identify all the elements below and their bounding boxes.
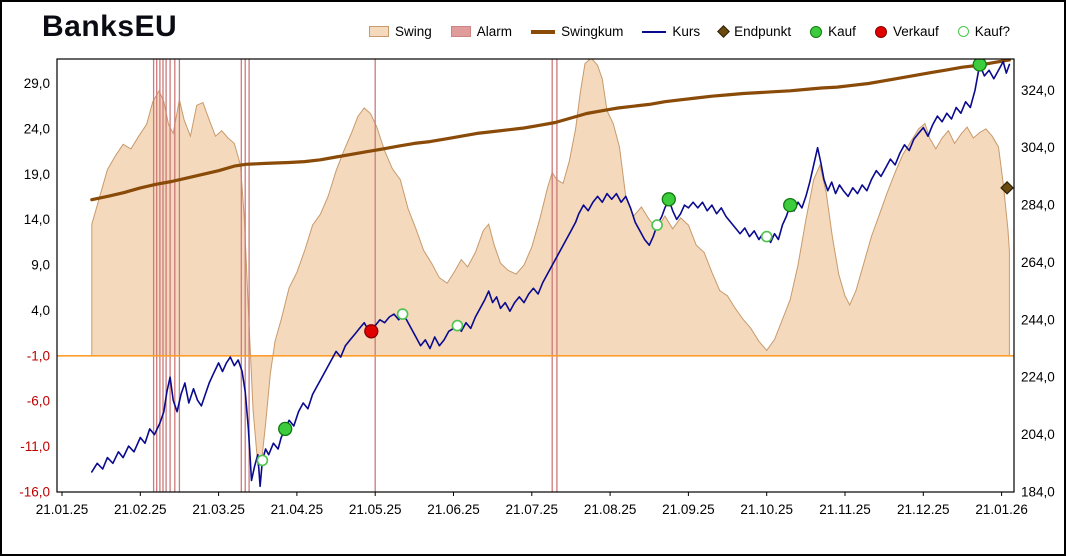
- legend-label: Kauf?: [974, 24, 1010, 39]
- right-axis-label: 224,0: [1021, 370, 1055, 385]
- kauf-question-marker: [396, 308, 409, 320]
- kauf-question-marker: [760, 230, 773, 243]
- right-axis-label: 324,0: [1021, 83, 1055, 98]
- x-axis-label: 21.03.25: [192, 502, 245, 517]
- endpunkt-marker: [1000, 180, 1014, 195]
- plot-border: [56, 58, 1015, 493]
- x-axis-label: 21.09.25: [662, 502, 715, 517]
- legend-item-swingkum[interactable]: Swingkum: [531, 24, 623, 39]
- kauf-marker: [661, 192, 676, 207]
- x-axis-label: 21.01.25: [36, 502, 89, 517]
- x-axis-label: 21.07.25: [506, 502, 559, 517]
- left-axis-label: -11,0: [20, 439, 50, 454]
- kauf-swatch-icon: [810, 25, 823, 38]
- legend-item-endpunkt[interactable]: Endpunkt: [717, 24, 792, 39]
- legend-item-kauf-frage[interactable]: Kauf?: [957, 24, 1010, 39]
- legend-label: Endpunkt: [734, 24, 792, 39]
- right-axis-label: 204,0: [1021, 427, 1055, 442]
- x-axis-label: 21.12.25: [897, 502, 950, 517]
- left-axis-label: 19,0: [24, 167, 50, 182]
- swing-area: [91, 59, 1010, 467]
- legend-item-verkauf[interactable]: Verkauf: [874, 24, 939, 39]
- swing-swatch-icon: [369, 26, 390, 37]
- swingkum-line: [90, 59, 1012, 202]
- endpunkt-swatch-icon: [717, 25, 730, 38]
- left-axis-label: 9,0: [31, 258, 50, 273]
- right-axis-label: 304,0: [1021, 140, 1055, 155]
- right-axis-label: 244,0: [1021, 312, 1055, 327]
- right-axis-label: 184,0: [1021, 485, 1055, 500]
- legend-label: Swing: [395, 24, 432, 39]
- x-axis-label: 21.08.25: [584, 502, 637, 517]
- swingkum-swatch-icon: [531, 29, 556, 34]
- x-axis-label: 21.10.25: [740, 502, 793, 517]
- left-axis-label: 4,0: [31, 303, 50, 318]
- x-axis-labels: 21.01.25 21.02.25 21.03.25 21.04.25 21.05.25…: [36, 492, 1028, 517]
- legend-label: Swingkum: [561, 24, 624, 39]
- chart-legend: Swing Alarm Swingkum Kurs Endpunkt Kauf Verkau…: [369, 24, 1010, 39]
- kauf-marker: [972, 59, 987, 72]
- legend-item-kauf[interactable]: Kauf: [810, 24, 856, 39]
- kauf-marker: [278, 421, 293, 437]
- x-axis-label: 21.04.25: [271, 502, 324, 517]
- right-axis-label: 284,0: [1021, 198, 1055, 213]
- x-axis-label: 21.01.26: [975, 502, 1028, 517]
- legend-item-kurs[interactable]: Kurs: [642, 24, 700, 39]
- kurs-swatch-icon: [642, 30, 667, 33]
- kurs-line: [91, 60, 1011, 488]
- kauf-question-marker: [451, 319, 464, 332]
- legend-label: Kauf: [828, 24, 856, 39]
- x-axis-label: 21.11.25: [819, 502, 871, 517]
- alarm-swatch-icon: [450, 26, 471, 37]
- left-axis-label: -16,0: [19, 485, 50, 500]
- kauf-marker: [783, 197, 798, 213]
- legend-label: Alarm: [476, 24, 513, 39]
- left-axis-label: 29,0: [24, 76, 50, 91]
- left-axis-label: 24,0: [24, 121, 50, 136]
- x-axis-label: 21.02.25: [114, 502, 167, 517]
- legend-item-alarm[interactable]: Alarm: [450, 24, 513, 39]
- plot-layers: [57, 59, 1014, 492]
- right-axis-label: 264,0: [1021, 255, 1055, 270]
- legend-label: Kurs: [672, 24, 701, 39]
- page-title: BanksEU: [42, 10, 178, 43]
- left-axis-labels: 29,0 24,0 19,0 14,0 9,0 4,0 -1,0 -6,0 -11,0 -16,0: [19, 76, 50, 500]
- kauf-question-marker: [256, 454, 269, 467]
- kauf-question-marker: [651, 219, 663, 231]
- verkauf-marker: [364, 324, 379, 339]
- left-axis-label: 14,0: [24, 212, 50, 227]
- left-axis-label: -1,0: [27, 348, 50, 363]
- left-axis-label: -6,0: [27, 394, 50, 409]
- legend-label: Verkauf: [892, 24, 939, 39]
- kauf-frage-swatch-icon: [957, 26, 969, 37]
- right-axis-labels: 324,0 304,0 284,0 264,0 244,0 224,0 204,0 184,0: [1021, 83, 1055, 500]
- alarm-lines: [152, 59, 558, 492]
- legend-item-swing[interactable]: Swing: [369, 24, 432, 39]
- x-axis-label: 21.05.25: [349, 502, 402, 517]
- x-axis-label: 21.06.25: [427, 502, 480, 517]
- verkauf-swatch-icon: [874, 25, 887, 38]
